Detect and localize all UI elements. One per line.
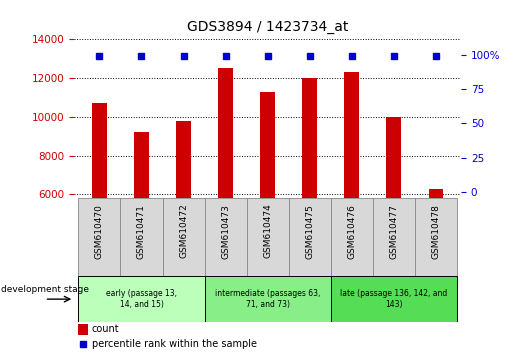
Title: GDS3894 / 1423734_at: GDS3894 / 1423734_at: [187, 21, 348, 34]
Bar: [289, 198, 331, 276]
Bar: [260, 92, 275, 311]
Text: count: count: [92, 324, 119, 334]
Bar: [344, 72, 359, 311]
Text: GSM610478: GSM610478: [431, 204, 440, 258]
Bar: [176, 121, 191, 311]
Bar: [78, 324, 88, 335]
Bar: [246, 198, 289, 276]
Bar: [92, 103, 107, 311]
Text: GSM610477: GSM610477: [390, 204, 399, 258]
Text: GSM610470: GSM610470: [95, 204, 104, 258]
Text: intermediate (passages 63,
71, and 73): intermediate (passages 63, 71, and 73): [215, 290, 320, 309]
Bar: [120, 198, 163, 276]
Bar: [302, 78, 317, 311]
Text: development stage: development stage: [2, 285, 90, 295]
Text: GSM610475: GSM610475: [305, 204, 314, 258]
Bar: [134, 132, 149, 311]
Text: GSM610476: GSM610476: [347, 204, 356, 258]
Bar: [78, 198, 120, 276]
Text: GSM610472: GSM610472: [179, 204, 188, 258]
Bar: [373, 198, 415, 276]
Text: GSM610474: GSM610474: [263, 204, 272, 258]
Text: GSM610471: GSM610471: [137, 204, 146, 258]
Bar: [205, 198, 246, 276]
Text: GSM610473: GSM610473: [221, 204, 230, 258]
Bar: [331, 198, 373, 276]
Bar: [386, 117, 401, 311]
Text: early (passage 13,
14, and 15): early (passage 13, 14, and 15): [106, 290, 177, 309]
Text: percentile rank within the sample: percentile rank within the sample: [92, 339, 257, 349]
Bar: [331, 276, 457, 322]
Bar: [163, 198, 205, 276]
Bar: [205, 276, 331, 322]
Bar: [78, 276, 205, 322]
Text: late (passage 136, 142, and
143): late (passage 136, 142, and 143): [340, 290, 447, 309]
Bar: [218, 68, 233, 311]
Bar: [429, 189, 443, 311]
Bar: [415, 198, 457, 276]
